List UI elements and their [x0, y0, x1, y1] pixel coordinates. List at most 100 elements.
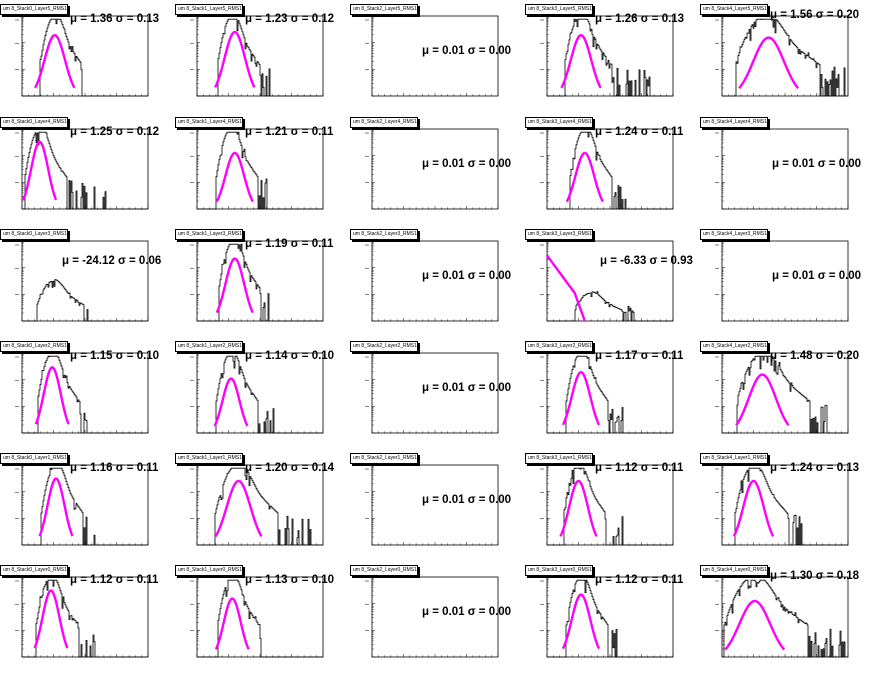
fit-annotation: μ = 0.01 σ = 0.00 [772, 158, 862, 170]
histogram-panel: um 8_Stack1_Layer1_RMS10 μ = 1.20 σ = 0.1… [175, 453, 334, 561]
x-axis-ticks [371, 430, 499, 433]
y-axis-ticks [547, 241, 550, 322]
histogram-panel: um 8_Stack3_Layer5_RMS10 μ = 1.26 σ = 0.1… [525, 4, 684, 112]
fit-curve [546, 254, 586, 322]
histogram-title: um 8_Stack1_Layer4_RMS10 [175, 117, 243, 128]
histogram-plot [715, 464, 849, 546]
fit-curve [34, 366, 70, 425]
histogram-panel: um 8_Stack3_Layer3_RMS10 μ = -6.33 σ = 0.… [525, 229, 693, 337]
histogram-bars [722, 18, 848, 97]
y-axis-ticks [547, 465, 550, 546]
histogram-bars [197, 131, 323, 210]
y-axis-ticks [722, 465, 725, 546]
histogram-bars [197, 579, 323, 658]
fit-annotation: μ = 1.24 σ = 0.11 [595, 126, 684, 138]
histogram-panel: um 8_Stack4_Layer4_RMS10 μ = 0.01 σ = 0.0… [700, 117, 861, 225]
histogram-title: um 8_Stack3_Layer1_RMS10 [525, 453, 593, 464]
y-axis-ticks [197, 577, 200, 658]
histogram-bars [722, 579, 848, 658]
histogram-panel: um 8_Stack3_Layer1_RMS10 μ = 1.12 σ = 0.1… [525, 453, 683, 561]
y-axis-ticks [197, 241, 200, 322]
histogram-title: um 8_Stack1_Layer1_RMS10 [175, 453, 243, 464]
histogram-plot [540, 352, 674, 434]
histogram-plot [540, 128, 674, 210]
y-axis-ticks [547, 16, 550, 97]
y-axis-ticks [22, 465, 25, 546]
x-axis-ticks [196, 654, 324, 657]
histogram-bars [22, 579, 148, 658]
histogram-bars [547, 355, 673, 434]
y-axis-ticks [372, 465, 375, 546]
fit-annotation: μ = -6.33 σ = 0.93 [600, 255, 693, 267]
histogram-title: um 8_Stack0_Layer1_RMS10 [0, 453, 68, 464]
histogram-plot [540, 240, 674, 322]
x-axis-ticks [721, 654, 849, 657]
histogram-title: um 8_Stack3_Layer3_RMS10 [525, 229, 593, 240]
histogram-panel: um 8_Stack1_Layer4_RMS10 μ = 1.21 σ = 0.1… [175, 117, 333, 225]
histogram-plot [15, 576, 149, 658]
histogram-plot [15, 128, 149, 210]
y-axis-ticks [372, 241, 375, 322]
y-axis-ticks [372, 16, 375, 97]
fit-annotation: μ = 1.12 σ = 0.11 [595, 574, 684, 586]
histogram-panel: um 8_Stack1_Layer5_RMS10 μ = 1.23 σ = 0.1… [175, 4, 334, 112]
x-axis-ticks [721, 542, 849, 545]
histogram-bars [547, 467, 673, 546]
histogram-panel: um 8_Stack1_Layer3_RMS10 μ = 1.19 σ = 0.1… [175, 229, 333, 337]
histogram-title: um 8_Stack0_Layer3_RMS10 [0, 229, 68, 240]
fit-annotation: μ = 0.01 σ = 0.00 [422, 494, 512, 506]
histogram-plot [540, 576, 674, 658]
histogram-panel: um 8_Stack0_Layer2_RMS10 μ = 1.15 σ = 0.1… [0, 341, 159, 449]
histogram-bars [722, 467, 848, 546]
x-axis-ticks [21, 430, 149, 433]
histogram-bars [197, 243, 323, 322]
x-axis-ticks [371, 542, 499, 545]
y-axis-ticks [722, 577, 725, 658]
histogram-title: um 8_Stack2_Layer1_RMS10 [350, 453, 418, 464]
histogram-plot [190, 240, 324, 322]
y-axis-ticks [22, 577, 25, 658]
histogram-bars [22, 18, 148, 97]
fit-curve [735, 373, 790, 426]
histogram-panel: um 8_Stack2_Layer2_RMS10 μ = 0.01 σ = 0.0… [350, 341, 511, 449]
histogram-panel: um 8_Stack2_Layer5_RMS10 μ = 0.01 σ = 0.0… [350, 4, 511, 112]
histogram-plot [365, 128, 499, 210]
histogram-bars [547, 18, 673, 97]
histogram-title: um 8_Stack2_Layer5_RMS10 [350, 4, 418, 15]
fit-curve [561, 593, 601, 650]
y-axis-ticks [547, 129, 550, 210]
histogram-panel: um 8_Stack2_Layer3_RMS10 μ = 0.01 σ = 0.0… [350, 229, 511, 337]
fit-curve [724, 599, 786, 651]
histogram-bars [197, 467, 323, 546]
histogram-plot [190, 352, 324, 434]
histogram-title: um 8_Stack0_Layer5_RMS10 [0, 4, 68, 15]
histogram-panel: um 8_Stack0_Layer3_RMS10 μ = -24.12 σ = 0… [0, 229, 161, 337]
x-axis-ticks [371, 206, 499, 209]
histogram-panel: um 8_Stack3_Layer4_RMS10 μ = 1.24 σ = 0.1… [525, 117, 684, 225]
histogram-title: um 8_Stack1_Layer3_RMS10 [175, 229, 243, 240]
fit-curve [33, 589, 69, 649]
fit-curve [213, 377, 249, 427]
x-axis-ticks [546, 206, 674, 209]
histogram-plot [190, 464, 324, 546]
fit-curve [214, 30, 256, 88]
fit-curve [565, 151, 604, 203]
plot-frame [196, 240, 324, 322]
histogram-panel: um 8_Stack0_Layer4_RMS10 μ = 1.25 σ = 0.1… [0, 117, 159, 225]
histogram-plot [365, 240, 499, 322]
fit-curve [215, 151, 254, 203]
histogram-title: um 8_Stack4_Layer1_RMS10 [700, 453, 768, 464]
histogram-title: um 8_Stack4_Layer4_RMS10 [700, 117, 768, 128]
y-axis-ticks [372, 129, 375, 210]
y-axis-ticks [372, 577, 375, 658]
histogram-bars [22, 279, 148, 322]
histogram-bars [722, 355, 848, 434]
x-axis-ticks [21, 206, 149, 209]
histogram-title: um 8_Stack2_Layer2_RMS10 [350, 341, 418, 352]
histogram-title: um 8_Stack1_Layer0_RMS10 [175, 565, 243, 576]
fit-annotation: μ = 1.56 σ = 0.20 [770, 9, 860, 21]
histogram-bars [547, 131, 673, 210]
fit-annotation: μ = 1.30 σ = 0.18 [770, 570, 860, 582]
y-axis-ticks [722, 353, 725, 434]
